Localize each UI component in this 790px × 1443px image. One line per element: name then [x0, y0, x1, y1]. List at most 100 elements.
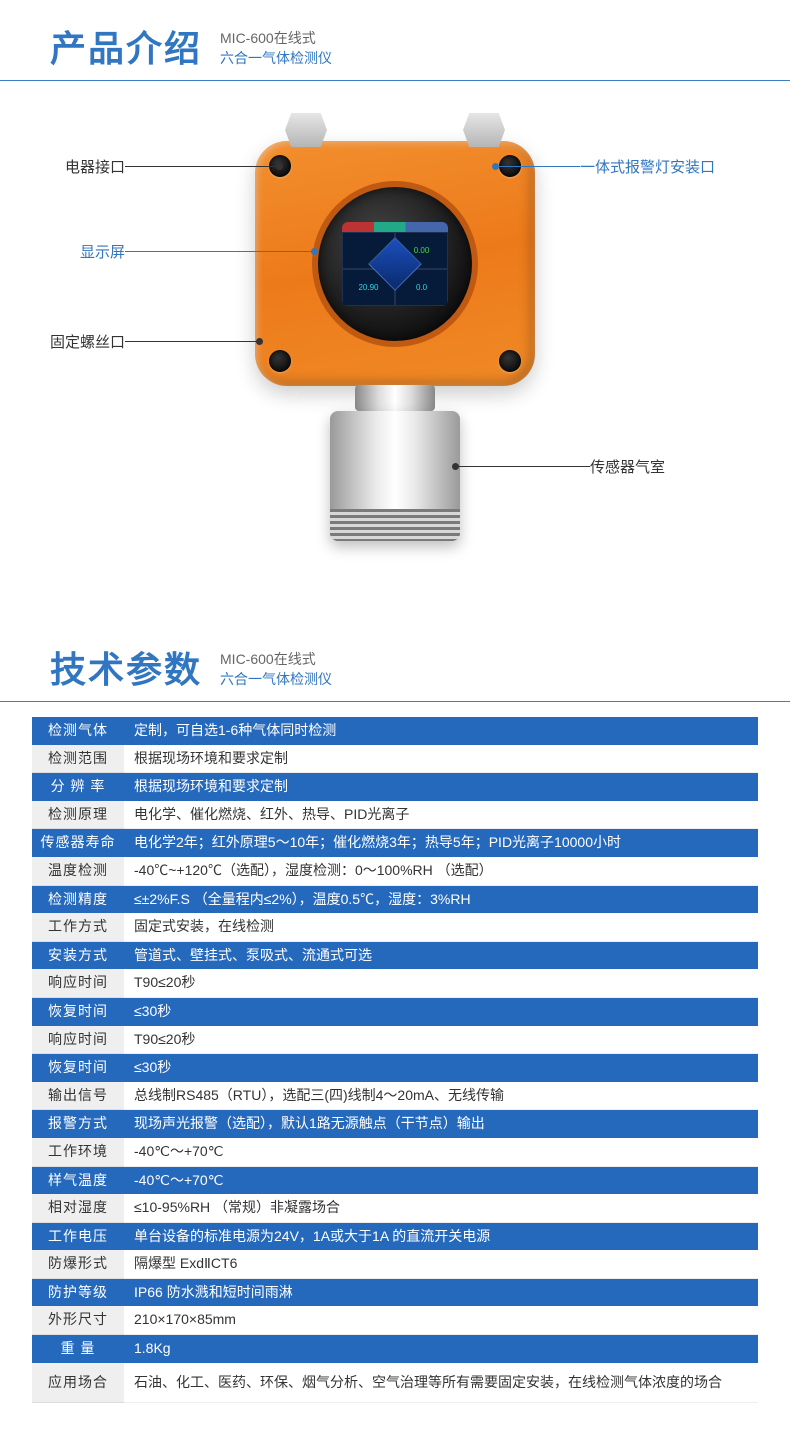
spec-row: 检测范围根据现场环境和要求定制 [32, 745, 758, 774]
spec-label: 分 辨 率 [32, 773, 124, 801]
spec-label: 检测范围 [32, 745, 124, 774]
spec-label: 响应时间 [32, 1026, 124, 1055]
spec-value: ≤10-95%RH （常规）非凝露场合 [124, 1194, 758, 1223]
spec-label: 响应时间 [32, 969, 124, 998]
spec-label: 传感器寿命 [32, 829, 124, 857]
spec-value: 电化学2年；红外原理5～10年；催化燃烧3年；热导5年；PID光离子10000小… [124, 829, 758, 857]
spec-row: 防护等级IP66 防水溅和短时间雨淋 [32, 1279, 758, 1307]
spec-label: 工作电压 [32, 1223, 124, 1251]
spec-label: 安装方式 [32, 942, 124, 970]
spec-value: 根据现场环境和要求定制 [124, 773, 758, 801]
section-title-specs: 技术参数 [50, 641, 202, 693]
callout-alarm-port: 一体式报警灯安装口 [495, 156, 715, 177]
spec-value: 总线制RS485（RTU），选配三(四)线制4～20mA、无线传输 [124, 1082, 758, 1111]
section-title-intro: 产品介绍 [50, 20, 202, 72]
spec-row: 检测精度≤±2%F.S （全量程内≤2%），温度0.5℃，湿度：3%RH [32, 886, 758, 914]
callout-label: 固定螺丝口 [50, 331, 125, 352]
spec-row: 响应时间T90≤20秒 [32, 969, 758, 998]
spec-row: 相对湿度≤10-95%RH （常规）非凝露场合 [32, 1194, 758, 1223]
spec-value: -40℃～+70℃ [124, 1167, 758, 1195]
callout-label: 传感器气室 [590, 456, 665, 477]
section-model: MIC-600在线式 [220, 28, 332, 48]
spec-label: 防护等级 [32, 1279, 124, 1307]
device-screen: 0.00 20.90 0.0 [342, 222, 448, 306]
spec-row: 恢复时间≤30秒 [32, 998, 758, 1026]
spec-label: 检测气体 [32, 717, 124, 745]
spec-label: 工作方式 [32, 913, 124, 942]
port-right [463, 113, 505, 147]
spec-label: 防爆形式 [32, 1250, 124, 1279]
spec-row: 输出信号总线制RS485（RTU），选配三(四)线制4～20mA、无线传输 [32, 1082, 758, 1111]
section-sub-specs: MIC-600在线式 六合一气体检测仪 [220, 649, 332, 693]
callout-display: 显示屏 [80, 241, 315, 262]
callout-label: 一体式报警灯安装口 [580, 156, 715, 177]
spec-value: -40℃～+70℃ [124, 1138, 758, 1167]
section-header-intro: 产品介绍 MIC-600在线式 六合一气体检测仪 [0, 0, 790, 81]
spec-value: 石油、化工、医药、环保、烟气分析、空气治理等所有需要固定安装，在线检测气体浓度的… [124, 1363, 758, 1404]
spec-row: 工作电压单台设备的标准电源为24V，1A或大于1A 的直流开关电源 [32, 1223, 758, 1251]
section-header-specs: 技术参数 MIC-600在线式 六合一气体检测仪 [0, 621, 790, 702]
spec-value: 根据现场环境和要求定制 [124, 745, 758, 774]
spec-value: T90≤20秒 [124, 969, 758, 998]
spec-value: ≤±2%F.S （全量程内≤2%），温度0.5℃，湿度：3%RH [124, 886, 758, 914]
spec-row: 应用场合石油、化工、医药、环保、烟气分析、空气治理等所有需要固定安装，在线检测气… [32, 1363, 758, 1404]
spec-label: 报警方式 [32, 1110, 124, 1138]
spec-row: 样气温度-40℃～+70℃ [32, 1167, 758, 1195]
spec-label: 外形尺寸 [32, 1306, 124, 1335]
spec-value: 定制，可自选1-6种气体同时检测 [124, 717, 758, 745]
spec-label: 检测原理 [32, 801, 124, 830]
section-model: MIC-600在线式 [220, 649, 332, 669]
spec-label: 输出信号 [32, 1082, 124, 1111]
callout-electrical-port: 电器接口 [65, 156, 280, 177]
spec-label: 重 量 [32, 1335, 124, 1363]
spec-row: 工作方式固定式安装，在线检测 [32, 913, 758, 942]
screen-frame: 0.00 20.90 0.0 [312, 181, 478, 347]
spec-label: 应用场合 [32, 1363, 124, 1404]
spec-value: 210×170×85mm [124, 1306, 758, 1335]
spec-value: 1.8Kg [124, 1335, 758, 1363]
port-left [285, 113, 327, 147]
spec-label: 恢复时间 [32, 1054, 124, 1082]
spec-value: -40℃~+120℃（选配），湿度检测：0～100%RH （选配） [124, 857, 758, 886]
spec-label: 样气温度 [32, 1167, 124, 1195]
spec-label: 检测精度 [32, 886, 124, 914]
spec-value: 隔爆型 ExdⅡCT6 [124, 1250, 758, 1279]
spec-row: 外形尺寸210×170×85mm [32, 1306, 758, 1335]
spec-row: 检测气体定制，可自选1-6种气体同时检测 [32, 717, 758, 745]
device: 0.00 20.90 0.0 [255, 141, 535, 386]
callout-label: 显示屏 [80, 241, 125, 262]
spec-row: 检测原理电化学、催化燃烧、红外、热导、PID光离子 [32, 801, 758, 830]
spec-value: ≤30秒 [124, 1054, 758, 1082]
spec-row: 传感器寿命电化学2年；红外原理5～10年；催化燃烧3年；热导5年；PID光离子1… [32, 829, 758, 857]
screen-statusbar [342, 222, 448, 232]
spec-value: 现场声光报警（选配），默认1路无源触点（干节点）输出 [124, 1110, 758, 1138]
callout-screw-hole: 固定螺丝口 [50, 331, 260, 352]
spec-table: 检测气体定制，可自选1-6种气体同时检测检测范围根据现场环境和要求定制分 辨 率… [0, 717, 790, 1443]
spec-row: 工作环境-40℃～+70℃ [32, 1138, 758, 1167]
callout-sensor-chamber: 传感器气室 [455, 456, 665, 477]
spec-value: 固定式安装，在线检测 [124, 913, 758, 942]
spec-value: IP66 防水溅和短时间雨淋 [124, 1279, 758, 1307]
spec-row: 响应时间T90≤20秒 [32, 1026, 758, 1055]
spec-row: 温度检测-40℃~+120℃（选配），湿度检测：0～100%RH （选配） [32, 857, 758, 886]
section-sub-intro: MIC-600在线式 六合一气体检测仪 [220, 28, 332, 72]
section-subtitle: 六合一气体检测仪 [220, 48, 332, 68]
spec-value: 电化学、催化燃烧、红外、热导、PID光离子 [124, 801, 758, 830]
product-diagram: 0.00 20.90 0.0 电器接口 显示屏 固定螺丝口 一体式报警灯安装口 [0, 101, 790, 581]
spec-label: 恢复时间 [32, 998, 124, 1026]
spec-row: 报警方式现场声光报警（选配），默认1路无源触点（干节点）输出 [32, 1110, 758, 1138]
spec-row: 恢复时间≤30秒 [32, 1054, 758, 1082]
spec-row: 安装方式管道式、壁挂式、泵吸式、流通式可选 [32, 942, 758, 970]
spec-value: 单台设备的标准电源为24V，1A或大于1A 的直流开关电源 [124, 1223, 758, 1251]
section-subtitle: 六合一气体检测仪 [220, 669, 332, 689]
sensor-chamber [330, 385, 460, 541]
spec-label: 工作环境 [32, 1138, 124, 1167]
spec-value: 管道式、壁挂式、泵吸式、流通式可选 [124, 942, 758, 970]
callout-label: 电器接口 [65, 156, 125, 177]
spec-label: 相对湿度 [32, 1194, 124, 1223]
spec-row: 重 量1.8Kg [32, 1335, 758, 1363]
screw-hole [499, 350, 521, 372]
spec-value: T90≤20秒 [124, 1026, 758, 1055]
screw-hole [269, 350, 291, 372]
device-body: 0.00 20.90 0.0 [255, 141, 535, 386]
